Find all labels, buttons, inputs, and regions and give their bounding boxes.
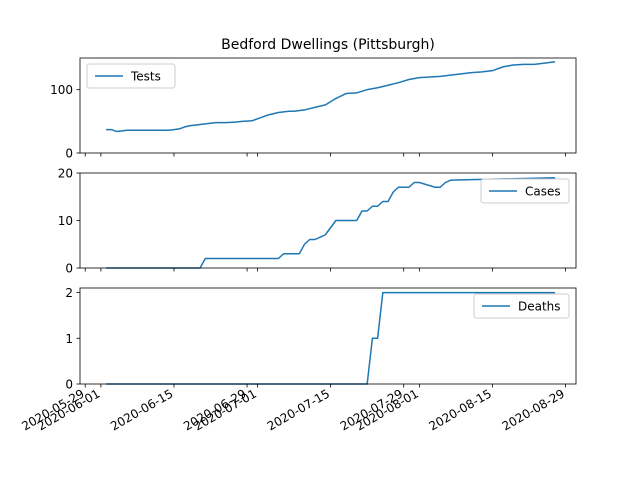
y-tick-label: 100 bbox=[50, 83, 73, 97]
y-tick-label: 0 bbox=[65, 378, 73, 392]
legend-label: Tests bbox=[130, 70, 161, 84]
y-tick-label: 0 bbox=[65, 262, 73, 276]
y-tick-label: 10 bbox=[58, 214, 73, 228]
x-tick-label: 2020-08-29 bbox=[500, 386, 567, 433]
panel-1: 0 100 Tests bbox=[50, 57, 577, 161]
legend: Tests bbox=[86, 63, 176, 89]
legend-box bbox=[480, 178, 570, 204]
y-tick-label: 0 bbox=[65, 147, 73, 161]
legend-label: Deaths bbox=[518, 300, 561, 314]
x-tick-label: 2020-08-15 bbox=[427, 386, 494, 433]
y-tick-label: 20 bbox=[58, 167, 73, 181]
legend-box bbox=[473, 293, 570, 319]
y-tick-label: 2 bbox=[65, 286, 73, 300]
legend: Deaths bbox=[473, 293, 570, 319]
chart-title: Bedford Dwellings (Pittsburgh) bbox=[221, 37, 435, 53]
x-tick-label: 2020-06-15 bbox=[108, 386, 175, 433]
panel-2: 0 10 20 Cases bbox=[58, 167, 577, 276]
panels: 0100Tests01020Cases0122020-05-292020-06-… bbox=[19, 57, 577, 433]
legend-label: Cases bbox=[525, 185, 561, 199]
x-tick-label: 2020-07-15 bbox=[265, 386, 332, 433]
plot-frame bbox=[79, 57, 577, 154]
series-line-cases bbox=[106, 177, 556, 269]
plot-frame bbox=[79, 287, 577, 385]
legend-box bbox=[86, 63, 176, 89]
y-tick-label: 1 bbox=[65, 332, 73, 346]
legend: Cases bbox=[480, 178, 570, 204]
series-line-tests bbox=[106, 61, 556, 133]
